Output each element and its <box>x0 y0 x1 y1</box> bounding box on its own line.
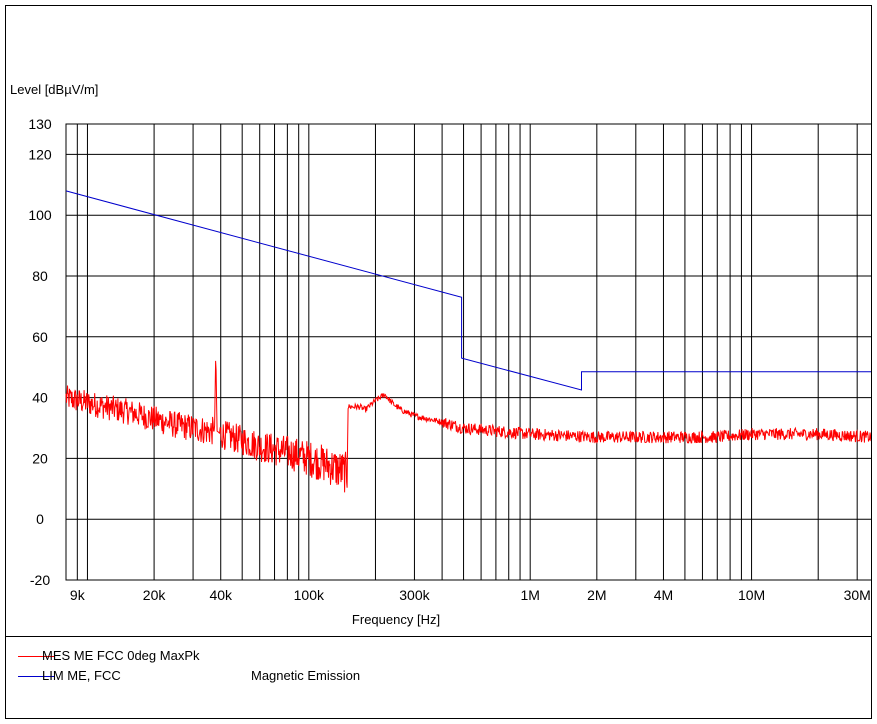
legend-desc-lim: Magnetic Emission <box>251 668 361 683</box>
report-frame: Level [dBµV/m] Frequency [Hz] -20 0 20 40 60… <box>5 5 872 719</box>
y-tick-label: -20 <box>30 572 50 588</box>
y-tick-label: 20 <box>32 450 48 466</box>
y-tick-label: 130 <box>28 116 52 132</box>
y-tick-label: 100 <box>28 207 52 223</box>
emission-chart: Level [dBµV/m] Frequency [Hz] -20 0 20 40 60… <box>10 82 871 627</box>
x-tick-label: 300k <box>399 587 430 603</box>
x-tick-label: 1M <box>520 587 539 603</box>
x-tick-label: 4M <box>654 587 673 603</box>
y-tick-label: 0 <box>36 511 44 527</box>
x-tick-label: 2M <box>587 587 606 603</box>
x-axis-label: Frequency [Hz] <box>352 612 440 627</box>
legend-swatch-lim <box>18 676 54 677</box>
x-tick-label: 100k <box>294 587 325 603</box>
legend-label-lim: LIM ME, FCC <box>42 668 121 683</box>
x-tick-label: 30M <box>844 587 871 603</box>
grid <box>65 123 871 581</box>
x-tick-label: 10M <box>738 587 765 603</box>
legend-separator <box>6 636 871 637</box>
series-layer <box>65 190 871 493</box>
x-tick-label: 9k <box>70 587 86 603</box>
y-tick-label: 60 <box>32 329 48 345</box>
legend-swatch-mes <box>18 656 54 657</box>
y-axis-label: Level [dBµV/m] <box>10 82 98 97</box>
y-tick-label: 120 <box>28 146 52 162</box>
legend-item-lim: LIM ME, FCC Magnetic Emission <box>6 668 866 684</box>
tick-labels: -20 0 20 40 60 80 100 120 130 9k 20k 40k 100k 300k 1M 2… <box>28 116 870 603</box>
y-tick-label: 40 <box>32 390 48 406</box>
series-line-lim <box>65 190 871 391</box>
x-tick-label: 40k <box>209 587 233 603</box>
x-tick-label: 20k <box>143 587 167 603</box>
plot-border <box>65 123 871 581</box>
series-line-mes <box>65 360 871 493</box>
legend-item-mes: MES ME FCC 0deg MaxPk <box>6 648 866 664</box>
y-tick-label: 80 <box>32 268 48 284</box>
legend-label-mes: MES ME FCC 0deg MaxPk <box>42 648 200 663</box>
